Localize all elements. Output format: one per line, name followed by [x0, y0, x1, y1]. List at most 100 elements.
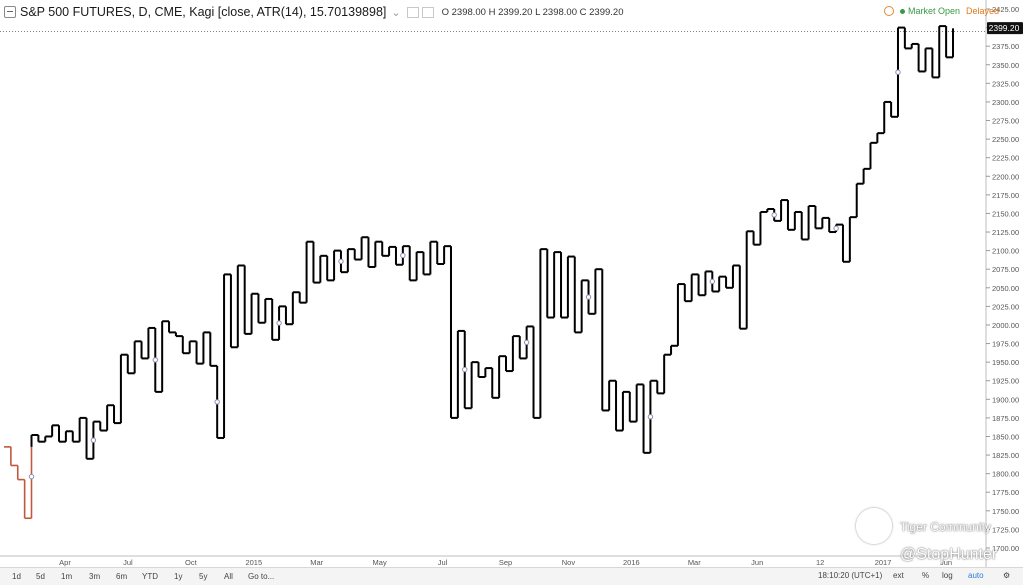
x-tick-label: 12	[816, 558, 824, 567]
y-tick-label: 1825.00	[992, 451, 1019, 460]
y-tick-label: 2050.00	[992, 284, 1019, 293]
kagi-marker[interactable]	[152, 357, 158, 363]
kagi-marker[interactable]	[833, 225, 839, 232]
y-tick-label: 2275.00	[992, 117, 1019, 126]
y-tick-label: 2300.00	[992, 98, 1019, 107]
x-tick-label: May	[373, 558, 387, 567]
status-dot-icon	[900, 8, 905, 14]
y-tick-label: 2000.00	[992, 321, 1019, 330]
kagi-marker[interactable]	[90, 437, 97, 443]
range-1m-button[interactable]: 1m	[61, 572, 73, 581]
kagi-marker[interactable]	[338, 258, 344, 265]
y-tick-label: 2025.00	[992, 302, 1019, 311]
close-box-icon[interactable]	[421, 6, 434, 18]
kagi-marker[interactable]	[28, 473, 35, 480]
y-tick-label: 1925.00	[992, 377, 1019, 386]
x-tick-label: Jul	[438, 558, 448, 567]
y-tick-label: 2225.00	[992, 154, 1019, 163]
last-price-text: 2399.20	[989, 23, 1020, 33]
kagi-marker[interactable]	[523, 339, 530, 346]
x-tick-label: Apr	[59, 558, 71, 567]
y-axis: 1700.00 1725.00 1750.00 1775.00 1800.00 1825.…	[986, 5, 1019, 553]
watermark-line1: Tiger Community	[900, 520, 991, 534]
settings-box-icon[interactable]	[406, 6, 419, 18]
x-tick-label: Jun	[940, 558, 952, 567]
y-tick-label: 1950.00	[992, 358, 1019, 367]
x-tick-label: Jun	[751, 558, 763, 567]
y-tick-label: 2175.00	[992, 191, 1019, 200]
range-1y-button[interactable]: 1y	[174, 572, 183, 581]
visibility-chevron-icon[interactable]: ⌄	[391, 6, 401, 19]
last-price-bg	[987, 22, 1023, 35]
kagi-marker[interactable]	[647, 414, 654, 420]
range-6m-button[interactable]: 6m	[116, 572, 128, 581]
settings-gear-icon[interactable]: ⚙	[1003, 571, 1011, 580]
y-tick-label: 1750.00	[992, 507, 1019, 516]
kagi-markers	[28, 69, 901, 480]
kagi-marker[interactable]	[585, 294, 592, 300]
range-1d-button[interactable]: 1d	[12, 572, 21, 581]
y-tick-label: 1800.00	[992, 470, 1019, 479]
goto-button[interactable]: Go to...	[248, 572, 275, 581]
plot-frame	[0, 0, 987, 567]
ext-toggle[interactable]: ext	[893, 571, 904, 580]
y-tick-label: 2375.00	[992, 42, 1019, 51]
kagi-marker[interactable]	[709, 278, 716, 285]
watermark-line2: @StopHunter	[900, 546, 998, 563]
bottom-toolbar: 1d 5d 1m 3m 6m YTD 1y 5y All Go to... 18…	[0, 567, 1023, 585]
y-tick-label: 1900.00	[992, 395, 1019, 404]
chart-header: S&P 500 FUTURES, D, CME, Kagi [close, AT…	[4, 3, 623, 21]
y-tick-label: 1725.00	[992, 525, 1019, 534]
x-tick-label: Mar	[688, 558, 701, 567]
y-tick-label: 2075.00	[992, 265, 1019, 274]
x-tick-label: Jul	[123, 558, 133, 567]
clock-icon	[884, 6, 894, 16]
ohlc-values: O 2398.00 H 2399.20 L 2398.00 C 2399.20	[441, 6, 624, 18]
x-tick-label: Nov	[562, 558, 576, 567]
range-all-button[interactable]: All	[224, 572, 233, 581]
symbol-title[interactable]: S&P 500 FUTURES, D, CME, Kagi [close, AT…	[20, 5, 387, 19]
kagi-marker[interactable]	[462, 366, 468, 373]
y-tick-label: 1700.00	[992, 544, 1019, 553]
y-tick-label: 2350.00	[992, 61, 1019, 70]
y-tick-label: 2150.00	[992, 209, 1019, 218]
y-tick-label: 2125.00	[992, 228, 1019, 237]
y-tick-label: 2425.00	[992, 5, 1019, 14]
tiger-logo-icon	[856, 508, 892, 544]
x-tick-label: Sep	[499, 558, 512, 567]
range-5d-button[interactable]: 5d	[36, 572, 45, 581]
kagi-marker[interactable]	[895, 69, 901, 75]
y-tick-label: 2200.00	[992, 172, 1019, 181]
kagi-marker[interactable]	[771, 212, 777, 218]
y-tick-label: 2250.00	[992, 135, 1019, 144]
market-status: Market Open Delayed	[884, 6, 999, 16]
x-tick-label: 2016	[623, 558, 640, 567]
x-axis: Apr Jul Oct 2015 Mar May Jul Sep Nov 2016 Mar Jun 12…	[59, 558, 952, 567]
x-tick-label: Mar	[310, 558, 323, 567]
kagi-marker[interactable]	[214, 399, 220, 405]
x-tick-label: 2015	[245, 558, 262, 567]
range-ytd-button[interactable]: YTD	[142, 572, 158, 581]
kagi-marker[interactable]	[400, 252, 406, 259]
percent-toggle[interactable]: %	[922, 571, 930, 580]
y-tick-label: 1975.00	[992, 340, 1019, 349]
y-tick-label: 2325.00	[992, 79, 1019, 88]
kagi-marker[interactable]	[276, 320, 282, 326]
y-tick-label: 1775.00	[992, 488, 1019, 497]
range-5y-button[interactable]: 5y	[199, 572, 208, 581]
x-tick-label: 2017	[875, 558, 892, 567]
x-tick-label: Oct	[185, 558, 198, 567]
y-tick-label: 1850.00	[992, 432, 1019, 441]
y-tick-label: 1875.00	[992, 414, 1019, 423]
last-price-label: 2399.20	[987, 22, 1023, 35]
collapse-icon[interactable]	[4, 6, 16, 18]
market-open-label: Market Open	[908, 6, 961, 16]
clock-time[interactable]: 18:10:20 (UTC+1)	[818, 571, 883, 580]
delayed-label: Delayed	[966, 6, 1000, 16]
auto-toggle[interactable]: auto	[968, 571, 984, 580]
y-tick-label: 2100.00	[992, 247, 1019, 256]
range-3m-button[interactable]: 3m	[89, 572, 101, 581]
kagi-series	[4, 25, 954, 520]
log-toggle[interactable]: log	[942, 571, 953, 580]
